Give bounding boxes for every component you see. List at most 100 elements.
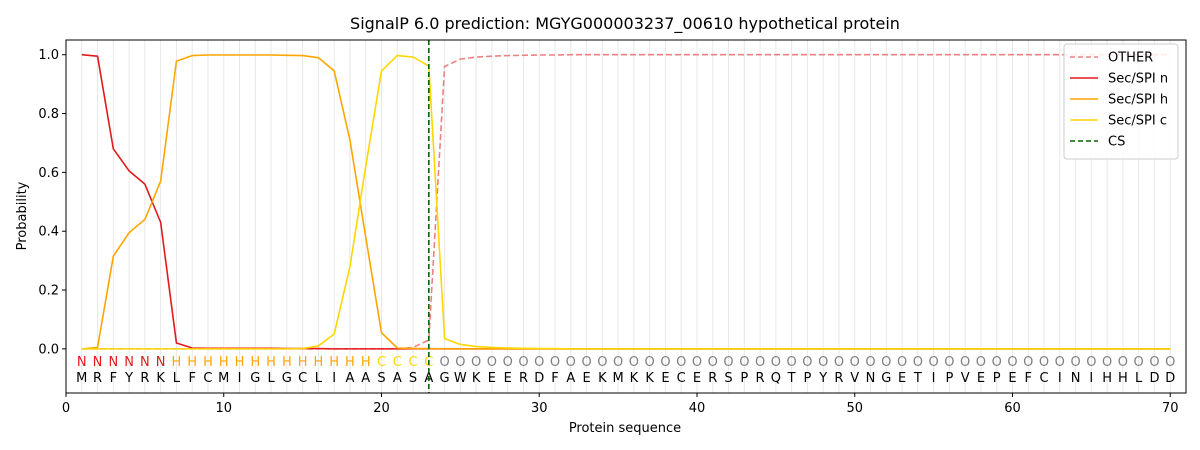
residue-label: T xyxy=(913,371,922,386)
residue-label: F xyxy=(110,371,117,386)
series-line-other xyxy=(81,53,1171,350)
legend-label: Sec/SPI n xyxy=(1108,72,1168,87)
region-label: O xyxy=(676,355,686,370)
residue-label: E xyxy=(898,371,906,386)
residue-label: R xyxy=(834,371,843,386)
residue-label: Y xyxy=(124,371,133,386)
x-tick-label: 30 xyxy=(531,401,548,416)
region-label: O xyxy=(597,355,607,370)
region-label: C xyxy=(409,355,418,370)
region-label: H xyxy=(203,355,213,370)
residue-label: K xyxy=(472,371,481,386)
region-label: H xyxy=(172,355,182,370)
x-gridlines xyxy=(81,40,1171,393)
region-label: O xyxy=(771,355,781,370)
region-label: O xyxy=(1118,355,1128,370)
region-label: O xyxy=(1055,355,1065,370)
residue-label: A xyxy=(393,371,402,386)
x-tick-label: 10 xyxy=(215,401,232,416)
residue-label: M xyxy=(76,371,87,386)
y-tick-label: 0.6 xyxy=(38,166,59,181)
x-tick-label: 20 xyxy=(373,401,390,416)
residue-label: K xyxy=(598,371,607,386)
region-label: O xyxy=(723,355,733,370)
residue-label: S xyxy=(724,371,732,386)
legend-label: CS xyxy=(1108,135,1125,150)
residue-label: A xyxy=(345,371,354,386)
region-label: O xyxy=(1039,355,1049,370)
region-label: O xyxy=(471,355,481,370)
residue-label: R xyxy=(519,371,528,386)
residue-label: S xyxy=(409,371,417,386)
x-axis-ticks: 0 10 20 30 40 50 60 70 xyxy=(62,393,1178,416)
region-label: N xyxy=(124,355,134,370)
region-label: O xyxy=(992,355,1002,370)
legend-label: Sec/SPI h xyxy=(1108,93,1168,108)
residue-label: E xyxy=(488,371,496,386)
region-label: H xyxy=(187,355,197,370)
region-label: O xyxy=(865,355,875,370)
residue-label: S xyxy=(377,371,385,386)
residue-label: C xyxy=(1039,371,1048,386)
residue-label: I xyxy=(332,371,336,386)
region-label: O xyxy=(944,355,954,370)
series-lines xyxy=(81,53,1171,350)
region-label: O xyxy=(503,355,513,370)
y-axis-label: Probability xyxy=(15,181,30,250)
residue-label: F xyxy=(188,371,195,386)
residue-label: I xyxy=(238,371,242,386)
legend-label: Sec/SPI c xyxy=(1108,114,1167,129)
region-label: H xyxy=(219,355,229,370)
region-label: O xyxy=(960,355,970,370)
residue-label: D xyxy=(1165,371,1175,386)
legend: OTHER Sec/SPI n Sec/SPI h Sec/SPI c CS xyxy=(1063,43,1179,160)
residue-label: N xyxy=(1071,371,1081,386)
region-label: O xyxy=(455,355,465,370)
region-label: O xyxy=(1149,355,1159,370)
region-label: O xyxy=(629,355,639,370)
region-label: O xyxy=(518,355,528,370)
residue-label: P xyxy=(803,371,811,386)
x-axis-label: Protein sequence xyxy=(569,421,681,436)
region-label: O xyxy=(566,355,576,370)
residue-label: T xyxy=(787,371,796,386)
residue-label: M xyxy=(218,371,229,386)
residue-label: G xyxy=(440,371,450,386)
x-tick-label: 40 xyxy=(689,401,706,416)
chart-title: SignalP 6.0 prediction: MGYG000003237_00… xyxy=(350,14,900,34)
legend-box xyxy=(1063,43,1179,160)
residue-label: H xyxy=(1102,371,1112,386)
legend-label: OTHER xyxy=(1108,51,1153,66)
residue-label: M xyxy=(613,371,624,386)
residue-label: K xyxy=(630,371,639,386)
region-label: O xyxy=(1086,355,1096,370)
residue-label: H xyxy=(1118,371,1128,386)
region-label: O xyxy=(976,355,986,370)
residue-label: I xyxy=(1089,371,1093,386)
residue-label: P xyxy=(740,371,748,386)
y-tick-label: 0.4 xyxy=(38,225,59,240)
residue-label: I xyxy=(1058,371,1062,386)
region-label: N xyxy=(77,355,87,370)
region-label: H xyxy=(282,355,292,370)
region-label: O xyxy=(581,355,591,370)
region-label: O xyxy=(708,355,718,370)
y-axis-ticks: 0.0 0.2 0.4 0.6 0.8 1.0 xyxy=(38,48,66,357)
series-line-sec-spi-c xyxy=(81,54,1171,350)
residue-label: P xyxy=(993,371,1001,386)
region-label: H xyxy=(235,355,245,370)
region-label: O xyxy=(487,355,497,370)
residue-label: G xyxy=(881,371,891,386)
residue-label: V xyxy=(961,371,970,386)
region-label: O xyxy=(802,355,812,370)
residue-label: E xyxy=(977,371,985,386)
residue-label: W xyxy=(454,371,467,386)
region-label: N xyxy=(140,355,150,370)
residue-label: V xyxy=(850,371,859,386)
y-tick-label: 0.0 xyxy=(38,342,59,357)
residue-label: C xyxy=(298,371,307,386)
residue-label: R xyxy=(93,371,102,386)
residue-label: D xyxy=(534,371,544,386)
x-tick-label: 60 xyxy=(1004,401,1021,416)
y-tick-label: 0.8 xyxy=(38,107,59,122)
